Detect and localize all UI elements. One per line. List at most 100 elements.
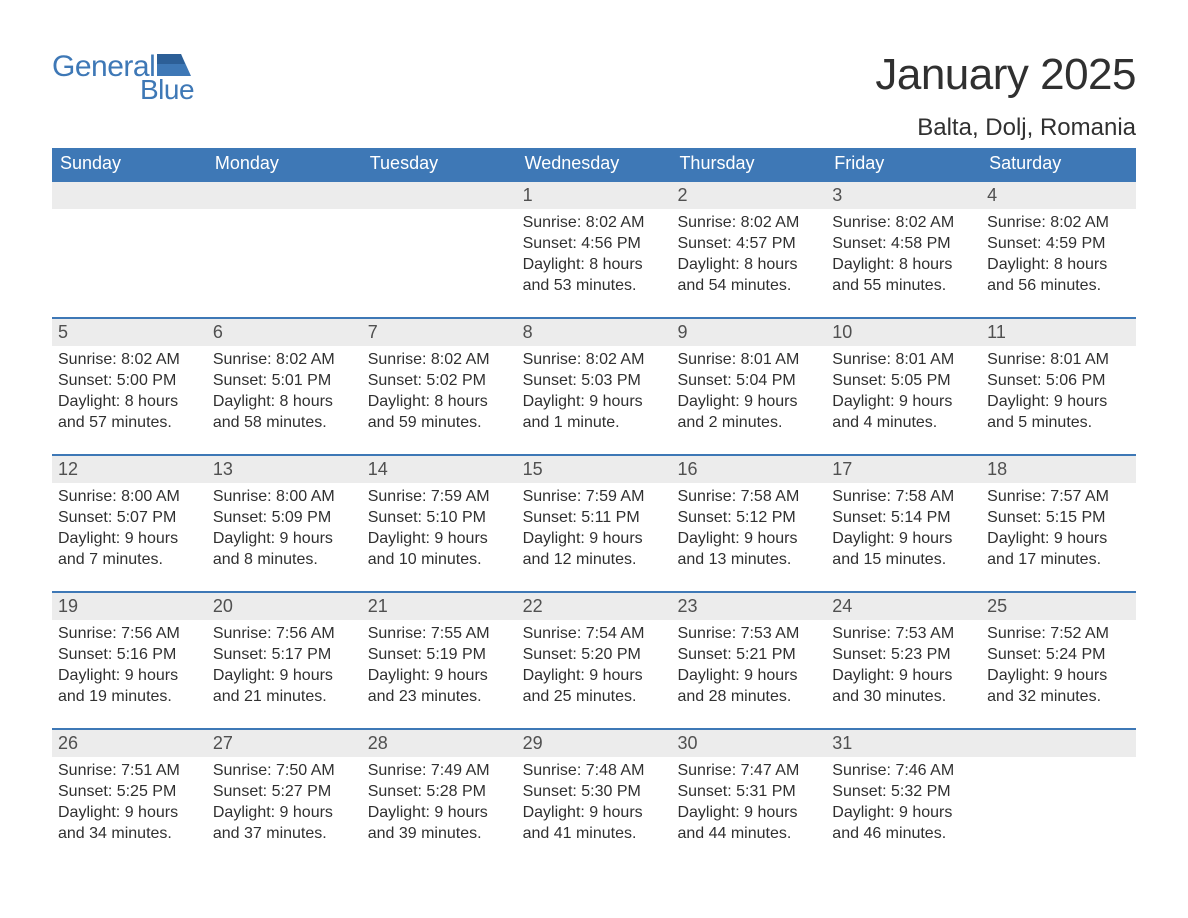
weekday-header: Tuesday	[362, 148, 517, 180]
day-line: and 59 minutes.	[368, 413, 511, 433]
day-line: Daylight: 9 hours	[523, 392, 666, 412]
day-line: and 39 minutes.	[368, 824, 511, 844]
day-line: Sunset: 5:11 PM	[523, 508, 666, 528]
calendar-page: General Blue January 2025 Balta, Dolj, R…	[0, 0, 1188, 893]
day-body: Sunrise: 7:56 AMSunset: 5:17 PMDaylight:…	[207, 620, 362, 716]
day-line: Sunset: 5:30 PM	[523, 782, 666, 802]
day-number: 22	[517, 593, 672, 620]
day-line: Daylight: 9 hours	[677, 392, 820, 412]
day-line: Sunset: 4:56 PM	[523, 234, 666, 254]
day-line: Sunrise: 7:58 AM	[832, 487, 975, 507]
day-line: Sunrise: 7:53 AM	[832, 624, 975, 644]
day-line: Daylight: 9 hours	[987, 392, 1130, 412]
day-line: Sunrise: 8:02 AM	[677, 213, 820, 233]
day-body: Sunrise: 7:57 AMSunset: 5:15 PMDaylight:…	[981, 483, 1136, 579]
day-line: Sunset: 5:07 PM	[58, 508, 201, 528]
weekday-header: Sunday	[52, 148, 207, 180]
day-line: and 32 minutes.	[987, 687, 1130, 707]
day-body: Sunrise: 7:55 AMSunset: 5:19 PMDaylight:…	[362, 620, 517, 716]
day-body: Sunrise: 7:49 AMSunset: 5:28 PMDaylight:…	[362, 757, 517, 853]
day-line: Sunset: 5:28 PM	[368, 782, 511, 802]
weekday-header: Monday	[207, 148, 362, 180]
day-line: and 10 minutes.	[368, 550, 511, 570]
day-line: and 13 minutes.	[677, 550, 820, 570]
day-cell: 12Sunrise: 8:00 AMSunset: 5:07 PMDayligh…	[52, 456, 207, 579]
day-number: 16	[671, 456, 826, 483]
day-body: Sunrise: 8:02 AMSunset: 4:57 PMDaylight:…	[671, 209, 826, 305]
day-line: Sunrise: 8:02 AM	[523, 213, 666, 233]
day-line: Sunset: 5:09 PM	[213, 508, 356, 528]
day-line: Sunrise: 8:00 AM	[58, 487, 201, 507]
day-cell: 2Sunrise: 8:02 AMSunset: 4:57 PMDaylight…	[671, 182, 826, 305]
day-line: and 5 minutes.	[987, 413, 1130, 433]
day-body: Sunrise: 8:01 AMSunset: 5:04 PMDaylight:…	[671, 346, 826, 442]
day-line: and 53 minutes.	[523, 276, 666, 296]
day-number	[981, 730, 1136, 757]
day-line: Daylight: 9 hours	[523, 529, 666, 549]
day-line: Sunset: 4:58 PM	[832, 234, 975, 254]
day-number: 27	[207, 730, 362, 757]
week-row: 5Sunrise: 8:02 AMSunset: 5:00 PMDaylight…	[52, 317, 1136, 442]
day-cell: 9Sunrise: 8:01 AMSunset: 5:04 PMDaylight…	[671, 319, 826, 442]
day-cell: 26Sunrise: 7:51 AMSunset: 5:25 PMDayligh…	[52, 730, 207, 853]
day-line: and 46 minutes.	[832, 824, 975, 844]
day-cell: 15Sunrise: 7:59 AMSunset: 5:11 PMDayligh…	[517, 456, 672, 579]
day-cell: 10Sunrise: 8:01 AMSunset: 5:05 PMDayligh…	[826, 319, 981, 442]
day-line: and 7 minutes.	[58, 550, 201, 570]
day-line: Sunset: 5:05 PM	[832, 371, 975, 391]
day-number: 28	[362, 730, 517, 757]
day-line: and 34 minutes.	[58, 824, 201, 844]
month-title: January 2025	[875, 50, 1136, 100]
weekday-header: Wednesday	[517, 148, 672, 180]
day-number: 19	[52, 593, 207, 620]
day-cell	[207, 182, 362, 305]
day-line: and 25 minutes.	[523, 687, 666, 707]
day-body: Sunrise: 7:53 AMSunset: 5:21 PMDaylight:…	[671, 620, 826, 716]
day-line: Daylight: 9 hours	[523, 803, 666, 823]
day-number: 29	[517, 730, 672, 757]
day-line: and 56 minutes.	[987, 276, 1130, 296]
location-label: Balta, Dolj, Romania	[875, 114, 1136, 142]
day-body: Sunrise: 7:48 AMSunset: 5:30 PMDaylight:…	[517, 757, 672, 853]
day-line: Daylight: 9 hours	[213, 666, 356, 686]
weekday-header: Friday	[826, 148, 981, 180]
day-line: Sunrise: 7:54 AM	[523, 624, 666, 644]
week-row: 26Sunrise: 7:51 AMSunset: 5:25 PMDayligh…	[52, 728, 1136, 853]
day-line: Sunset: 5:02 PM	[368, 371, 511, 391]
day-line: Daylight: 9 hours	[368, 529, 511, 549]
day-number	[207, 182, 362, 209]
day-line: Sunrise: 8:02 AM	[58, 350, 201, 370]
logo: General Blue	[52, 50, 194, 106]
day-cell: 14Sunrise: 7:59 AMSunset: 5:10 PMDayligh…	[362, 456, 517, 579]
day-line: Daylight: 9 hours	[368, 666, 511, 686]
day-cell: 23Sunrise: 7:53 AMSunset: 5:21 PMDayligh…	[671, 593, 826, 716]
day-body: Sunrise: 8:02 AMSunset: 5:02 PMDaylight:…	[362, 346, 517, 442]
day-line: Daylight: 9 hours	[987, 666, 1130, 686]
day-line: and 19 minutes.	[58, 687, 201, 707]
day-number: 31	[826, 730, 981, 757]
day-cell: 27Sunrise: 7:50 AMSunset: 5:27 PMDayligh…	[207, 730, 362, 853]
weekday-header: Thursday	[671, 148, 826, 180]
page-header: General Blue January 2025 Balta, Dolj, R…	[52, 50, 1136, 142]
calendar-grid: SundayMondayTuesdayWednesdayThursdayFrid…	[52, 148, 1136, 853]
day-line: Sunrise: 7:56 AM	[213, 624, 356, 644]
day-line: Sunrise: 7:57 AM	[987, 487, 1130, 507]
day-cell: 7Sunrise: 8:02 AMSunset: 5:02 PMDaylight…	[362, 319, 517, 442]
day-line: Sunrise: 7:52 AM	[987, 624, 1130, 644]
day-line: Daylight: 9 hours	[987, 529, 1130, 549]
day-cell: 19Sunrise: 7:56 AMSunset: 5:16 PMDayligh…	[52, 593, 207, 716]
day-number: 20	[207, 593, 362, 620]
day-number: 8	[517, 319, 672, 346]
day-body: Sunrise: 7:58 AMSunset: 5:12 PMDaylight:…	[671, 483, 826, 579]
day-number: 18	[981, 456, 1136, 483]
day-cell: 25Sunrise: 7:52 AMSunset: 5:24 PMDayligh…	[981, 593, 1136, 716]
day-line: Daylight: 9 hours	[677, 666, 820, 686]
day-number: 13	[207, 456, 362, 483]
day-line: Sunset: 5:03 PM	[523, 371, 666, 391]
day-cell: 30Sunrise: 7:47 AMSunset: 5:31 PMDayligh…	[671, 730, 826, 853]
day-line: Daylight: 9 hours	[523, 666, 666, 686]
day-cell	[981, 730, 1136, 853]
day-line: Sunrise: 8:02 AM	[987, 213, 1130, 233]
day-line: Sunrise: 8:02 AM	[832, 213, 975, 233]
day-number: 15	[517, 456, 672, 483]
